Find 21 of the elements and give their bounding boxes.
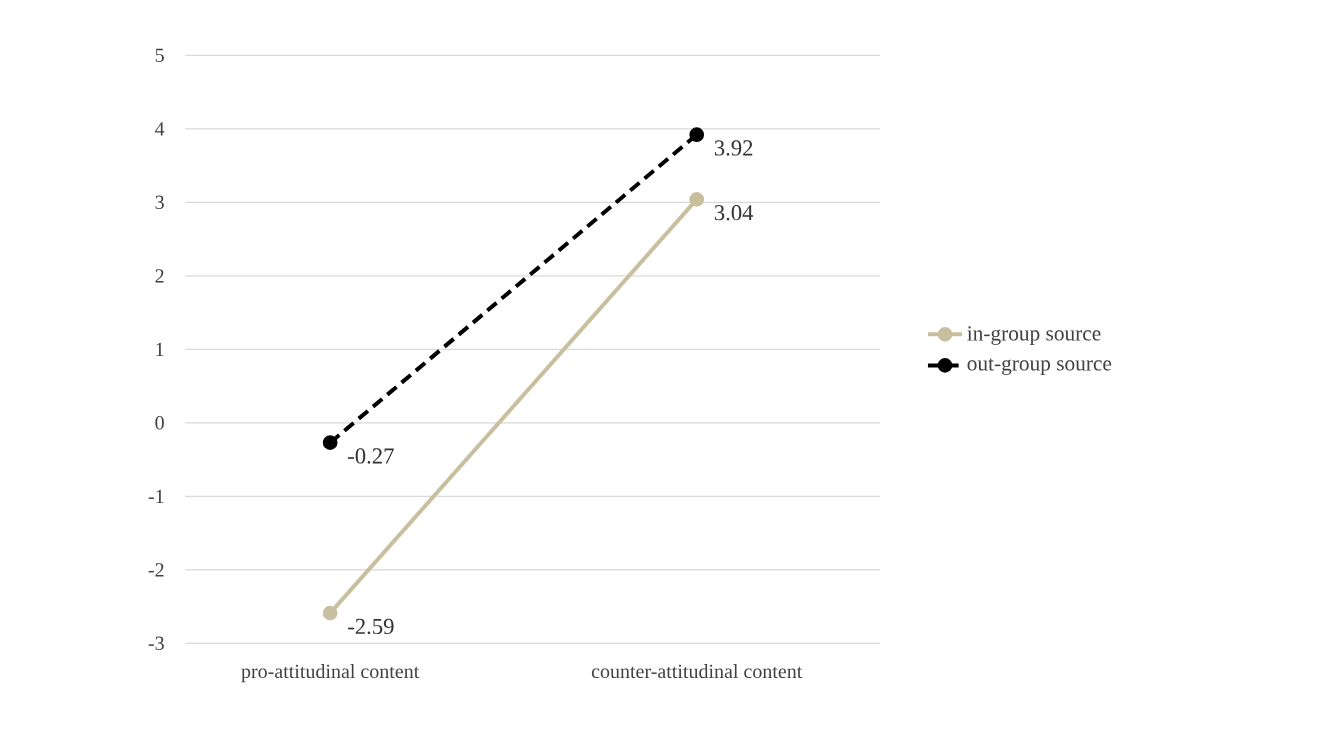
y-tick-label: 5 — [155, 48, 164, 62]
y-tick-label: 1 — [156, 342, 164, 356]
point — [689, 127, 705, 143]
point — [322, 605, 338, 621]
data-label: -2.59 — [348, 618, 394, 635]
data-label: 3.04 — [714, 205, 754, 221]
y-tick-label: -2 — [148, 563, 164, 577]
point — [322, 435, 338, 450]
legend-label: out-group source — [967, 358, 1112, 375]
y-tick-label: 4 — [155, 122, 165, 136]
y-tick-label: 0 — [155, 416, 164, 430]
data-label: -0.27 — [348, 448, 394, 464]
y-tick-label: -3 — [148, 636, 164, 651]
x-tick-label: pro-attitudinal content — [241, 664, 420, 683]
data-label: 3.92 — [714, 140, 753, 156]
legend-label: in-group source — [967, 326, 1101, 345]
y-tick-label: 3 — [155, 195, 164, 210]
y-tick-label: 2 — [155, 269, 164, 283]
y-tick-label: -1 — [148, 489, 164, 503]
point — [689, 192, 705, 207]
x-tick-label: counter-attitudinal content — [591, 664, 803, 679]
